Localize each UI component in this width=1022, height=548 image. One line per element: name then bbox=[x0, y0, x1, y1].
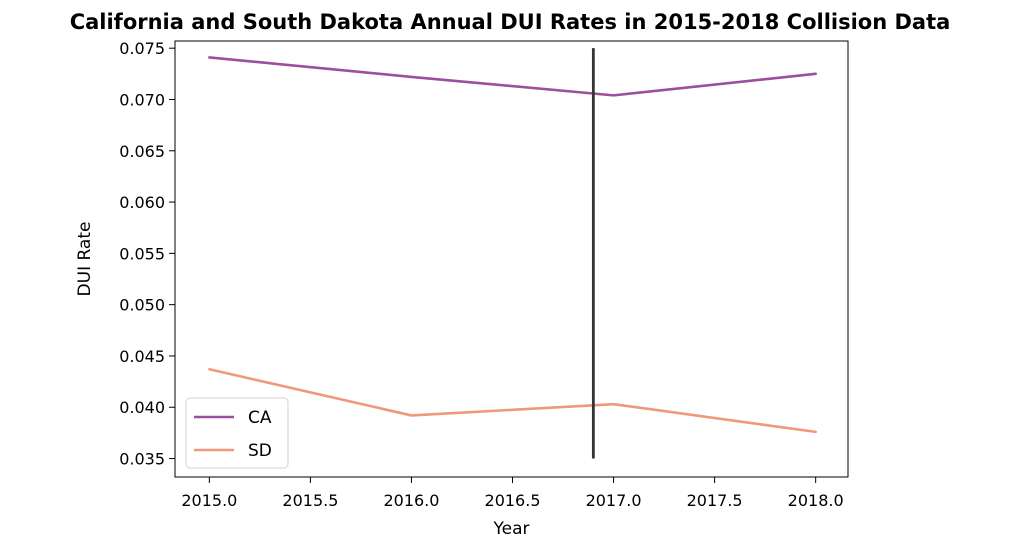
plot-frame bbox=[174, 40, 849, 478]
chart-title: California and South Dakota Annual DUI R… bbox=[70, 10, 951, 34]
series-line-sd bbox=[208, 367, 817, 434]
y-tick-label: 0.035 bbox=[119, 450, 165, 469]
y-tick-label: 0.070 bbox=[119, 90, 165, 109]
x-tick-label: 2017.0 bbox=[586, 491, 642, 510]
y-tick-label: 0.055 bbox=[119, 244, 165, 263]
y-tick-label: 0.075 bbox=[119, 39, 165, 58]
y-tick-label: 0.050 bbox=[119, 296, 165, 315]
y-tick-label: 0.045 bbox=[119, 347, 165, 366]
y-tick-label: 0.065 bbox=[119, 142, 165, 161]
x-tick-label: 2015.5 bbox=[282, 491, 338, 510]
y-tick-label: 0.060 bbox=[119, 193, 165, 212]
x-axis: 2015.0 2015.5 2016.0 2016.5 2017.0 2017.5 2018… bbox=[181, 477, 844, 510]
legend-box bbox=[185, 397, 289, 469]
legend: CA SD bbox=[185, 397, 289, 469]
y-tick-label: 0.040 bbox=[119, 398, 165, 417]
legend-label-ca: CA bbox=[248, 408, 272, 428]
legend-label-sd: SD bbox=[248, 441, 272, 461]
series-line-ca bbox=[208, 56, 817, 97]
x-tick-label: 2016.0 bbox=[383, 491, 439, 510]
x-tick-label: 2018.0 bbox=[788, 491, 844, 510]
x-tick-label: 2017.5 bbox=[687, 491, 743, 510]
y-axis-label: DUI Rate bbox=[75, 222, 95, 297]
y-axis: 0.035 0.040 0.045 0.050 0.055 0.060 0.065 0.070… bbox=[119, 39, 175, 469]
x-axis-label: Year bbox=[493, 519, 530, 539]
x-tick-label: 2015.0 bbox=[181, 491, 237, 510]
series-layer bbox=[208, 56, 817, 434]
x-tick-label: 2016.5 bbox=[485, 491, 541, 510]
